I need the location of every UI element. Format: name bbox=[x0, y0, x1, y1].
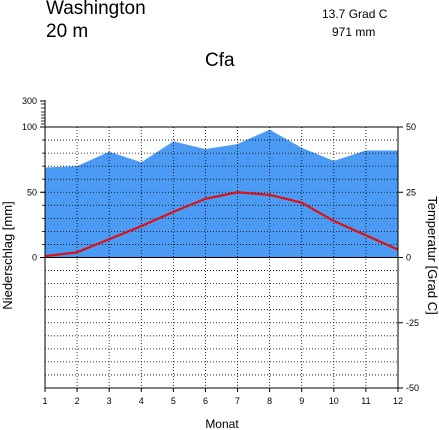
temp-tick-label: 25 bbox=[406, 187, 416, 197]
month-tick-label: 12 bbox=[393, 396, 403, 406]
climate-classification: Cfa bbox=[205, 50, 235, 71]
precipitation-area bbox=[45, 129, 398, 258]
precip-tick-label: 300 bbox=[22, 96, 37, 106]
temp-axis-title: Temperatur [Grad C] bbox=[425, 196, 439, 315]
month-tick-label: 6 bbox=[203, 396, 208, 406]
month-tick-label: 8 bbox=[267, 396, 272, 406]
annual-mean-temperature: 13.7 Grad C bbox=[322, 7, 388, 21]
month-tick-label: 7 bbox=[235, 396, 240, 406]
month-tick-label: 5 bbox=[171, 396, 176, 406]
temp-tick-label: 0 bbox=[406, 253, 411, 263]
temperature-line bbox=[44, 191, 399, 258]
temp-tick-label: -25 bbox=[406, 318, 419, 328]
precip-tick-label: 100 bbox=[22, 122, 37, 132]
month-tick-label: 2 bbox=[75, 396, 80, 406]
precip-tick-label: 50 bbox=[27, 187, 37, 197]
precip-axis-title: Niederschlag [mm] bbox=[0, 201, 15, 309]
month-tick-label: 1 bbox=[42, 396, 47, 406]
month-tick-label: 10 bbox=[329, 396, 339, 406]
temp-tick-label: 50 bbox=[406, 122, 416, 132]
station-name: Washington bbox=[46, 0, 146, 19]
x-axis-title: Monat bbox=[205, 417, 239, 430]
precip-tick-label: 0 bbox=[32, 253, 37, 263]
month-tick-label: 11 bbox=[361, 396, 370, 406]
month-tick-label: 9 bbox=[299, 396, 304, 406]
month-tick-label: 4 bbox=[139, 396, 144, 406]
annual-precipitation: 971 mm bbox=[332, 25, 376, 39]
temp-tick-label: -50 bbox=[406, 383, 419, 393]
month-tick-label: 3 bbox=[107, 396, 112, 406]
station-elevation: 20 m bbox=[46, 21, 89, 42]
